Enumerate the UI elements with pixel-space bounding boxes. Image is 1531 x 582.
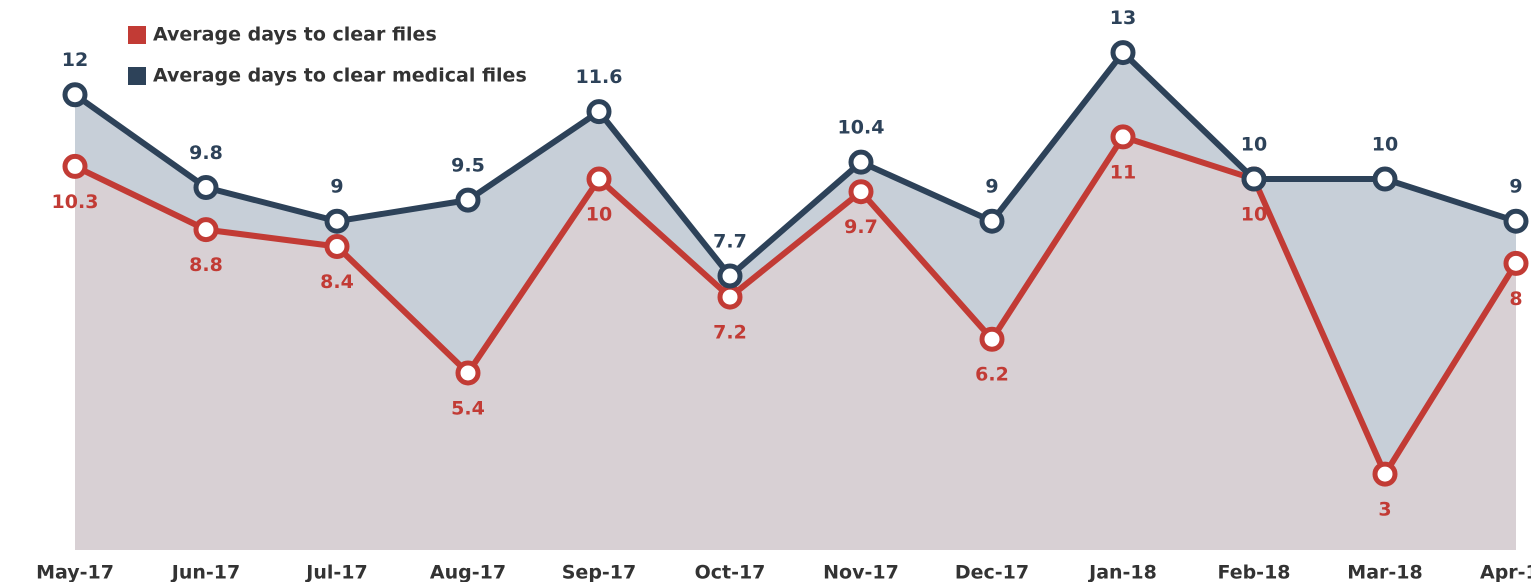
data-label: 9 — [985, 176, 998, 198]
point — [1372, 166, 1398, 192]
x-tick-label: Jul-17 — [304, 562, 367, 582]
data-label: 7.7 — [713, 231, 747, 253]
point — [1241, 166, 1267, 192]
x-tick-label: Sep-17 — [562, 562, 637, 582]
data-label: 10.4 — [838, 117, 885, 139]
data-label: 9 — [330, 176, 343, 198]
point — [1503, 250, 1529, 276]
data-label: 6.2 — [975, 364, 1009, 386]
data-label: 9 — [1509, 176, 1522, 198]
labels: May-17 Jun-17 Jul-17 Aug-17 Sep-17 Oct-17 Nov-… — [36, 7, 1531, 582]
point — [979, 208, 1005, 234]
x-tick-label: Aug-17 — [430, 562, 506, 582]
x-tick-label: Mar-18 — [1347, 562, 1422, 582]
x-tick-label: Jun-17 — [170, 562, 240, 582]
data-label: 7.2 — [713, 322, 747, 344]
x-tick-label: May-17 — [36, 562, 114, 582]
point — [455, 360, 481, 386]
data-label: 8.4 — [320, 271, 354, 293]
legend-swatch — [128, 26, 146, 44]
areas — [75, 52, 1516, 550]
lines — [62, 40, 1529, 487]
data-label: 13 — [1110, 7, 1136, 29]
data-label: 10 — [586, 204, 612, 226]
point — [1110, 124, 1136, 150]
data-label: 10 — [1241, 204, 1267, 226]
data-label: 11.6 — [576, 66, 623, 88]
point — [979, 326, 1005, 352]
data-label: 9.7 — [844, 216, 878, 238]
point — [1372, 461, 1398, 487]
point — [62, 82, 88, 108]
data-label: 9.8 — [189, 142, 223, 164]
data-label: 11 — [1110, 161, 1136, 183]
series-line — [73, 49, 1517, 279]
data-label: 3 — [1378, 499, 1391, 521]
data-label: 8 — [1509, 288, 1522, 310]
data-label: 8.8 — [189, 254, 223, 276]
data-label: 10.3 — [52, 191, 99, 213]
point — [193, 217, 219, 243]
point — [717, 263, 743, 289]
point — [586, 99, 612, 125]
point — [324, 233, 350, 259]
point — [193, 174, 219, 200]
point — [848, 179, 874, 205]
x-tick-label: Dec-17 — [955, 562, 1029, 582]
point — [586, 166, 612, 192]
data-label: 5.4 — [451, 397, 485, 419]
data-label: 12 — [62, 49, 88, 71]
x-tick-label: Feb-18 — [1217, 562, 1290, 582]
point — [717, 284, 743, 310]
point — [1503, 208, 1529, 234]
data-label: 10 — [1241, 134, 1267, 156]
legend-swatch — [128, 67, 146, 85]
point — [62, 153, 88, 179]
legend-label: Average days to clear medical files — [153, 65, 527, 87]
x-tick-label: Jan-18 — [1087, 562, 1157, 582]
data-label: 9.5 — [451, 155, 485, 177]
x-tick-label: Apr-18 — [1480, 562, 1531, 582]
x-tick-label: Nov-17 — [823, 562, 899, 582]
point — [848, 149, 874, 175]
data-label: 10 — [1372, 134, 1398, 156]
point — [455, 187, 481, 213]
legend-label: Average days to clear files — [153, 24, 437, 46]
x-tick-label: Oct-17 — [695, 562, 766, 582]
point — [1110, 40, 1136, 66]
series-line — [73, 133, 1519, 478]
area — [75, 136, 1516, 550]
point — [324, 208, 350, 234]
